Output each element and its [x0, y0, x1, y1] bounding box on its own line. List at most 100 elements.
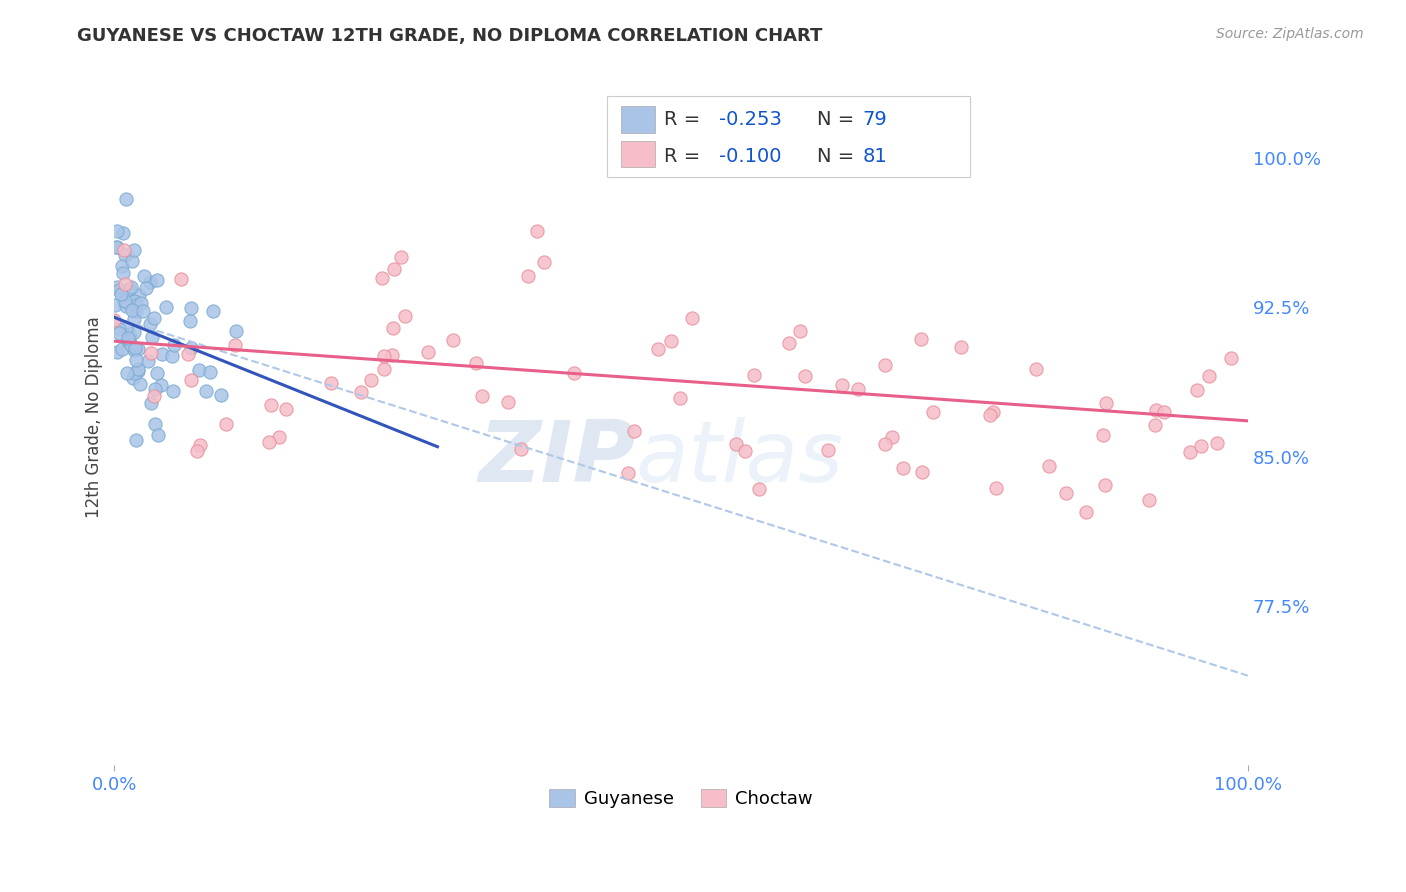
Point — [533, 254, 555, 268]
FancyBboxPatch shape — [621, 141, 655, 168]
Point — [103, 313, 125, 327]
Point — [394, 309, 416, 323]
Point — [121, 253, 143, 268]
Point — [163, 338, 186, 352]
Point — [1143, 417, 1166, 432]
Point — [1198, 368, 1220, 383]
Point — [108, 326, 131, 340]
Point — [257, 435, 280, 450]
Point — [135, 281, 157, 295]
Point — [131, 295, 153, 310]
Point — [910, 332, 932, 346]
Point — [509, 442, 531, 456]
Point — [681, 310, 703, 325]
Point — [793, 368, 815, 383]
Point — [124, 343, 146, 358]
Point — [122, 326, 145, 340]
Point — [148, 428, 170, 442]
Point — [350, 384, 373, 399]
Point — [371, 271, 394, 285]
Point — [1144, 402, 1167, 417]
Point — [373, 350, 395, 364]
Point — [110, 287, 132, 301]
Point — [198, 365, 221, 379]
Point — [188, 438, 211, 452]
Point — [267, 430, 290, 444]
Point — [105, 240, 128, 254]
Point — [138, 317, 160, 331]
Point — [724, 437, 747, 451]
Point — [120, 279, 142, 293]
Point — [105, 240, 128, 254]
Point — [880, 430, 903, 444]
Point — [146, 366, 169, 380]
Point — [949, 340, 972, 354]
Text: 81: 81 — [862, 147, 887, 166]
Point — [817, 442, 839, 457]
Point — [143, 389, 166, 403]
Point — [778, 336, 800, 351]
Point — [1094, 478, 1116, 492]
Point — [141, 330, 163, 344]
Point — [111, 342, 134, 356]
Point — [162, 384, 184, 398]
Point — [209, 388, 232, 402]
Point — [111, 226, 134, 240]
FancyBboxPatch shape — [607, 96, 970, 177]
Point — [389, 250, 412, 264]
Point — [831, 378, 853, 392]
Point — [124, 366, 146, 380]
Point — [180, 301, 202, 315]
Point — [127, 343, 149, 357]
Point — [748, 482, 770, 496]
Point — [115, 321, 138, 335]
Point — [138, 353, 160, 368]
Point — [873, 358, 896, 372]
Point — [647, 342, 669, 356]
Text: atlas: atlas — [636, 417, 844, 500]
Point — [669, 391, 692, 405]
Point — [260, 398, 283, 412]
Legend: Guyanese, Choctaw: Guyanese, Choctaw — [543, 782, 820, 815]
Point — [742, 368, 765, 383]
Point — [124, 352, 146, 367]
Point — [149, 377, 172, 392]
Point — [224, 337, 246, 351]
Point — [132, 304, 155, 318]
Point — [111, 266, 134, 280]
Point — [112, 244, 135, 258]
Point — [117, 331, 139, 345]
Point — [128, 288, 150, 302]
Point — [170, 271, 193, 285]
Point — [122, 312, 145, 326]
Point — [104, 298, 127, 312]
Point — [128, 376, 150, 391]
Point — [125, 303, 148, 318]
Point — [114, 293, 136, 308]
Point — [125, 298, 148, 312]
Point — [117, 334, 139, 349]
Point — [115, 299, 138, 313]
Point — [517, 268, 540, 283]
Point — [526, 224, 548, 238]
Point — [1153, 405, 1175, 419]
Point — [1205, 436, 1227, 450]
Point — [891, 460, 914, 475]
Point — [983, 405, 1005, 419]
Point — [659, 334, 682, 348]
Point — [225, 324, 247, 338]
Text: N =: N = — [817, 147, 860, 166]
Point — [382, 261, 405, 276]
Point — [122, 293, 145, 308]
Point — [1139, 493, 1161, 508]
Point — [1054, 485, 1077, 500]
Point — [139, 396, 162, 410]
Text: R =: R = — [664, 147, 707, 166]
Point — [1187, 383, 1209, 397]
Point — [121, 371, 143, 385]
Text: Source: ZipAtlas.com: Source: ZipAtlas.com — [1216, 27, 1364, 41]
Point — [115, 192, 138, 206]
Point — [276, 402, 298, 417]
Text: ZIP: ZIP — [478, 417, 636, 500]
Point — [139, 275, 162, 289]
